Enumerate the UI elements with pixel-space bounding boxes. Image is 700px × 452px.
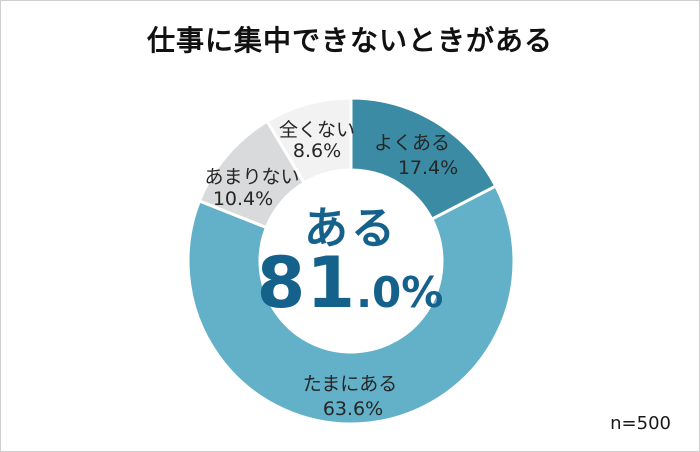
donut-center-value: 81.0%: [1, 248, 699, 318]
segment-value-never: 8.6%: [292, 140, 342, 162]
segment-label-sometimes: たまにある: [302, 373, 398, 395]
donut-center-label: ある: [304, 203, 398, 254]
chart-title: 仕事に集中できないときがある: [146, 24, 553, 57]
segment-value-often: 17.4%: [397, 157, 459, 179]
segment-label-rarely: あまりない: [204, 166, 300, 188]
segment-label-never: 全くない: [278, 119, 356, 141]
donut-center-value-big: 81: [256, 242, 357, 324]
segment-value-rarely: 10.4%: [212, 188, 274, 210]
segment-label-often: よくある: [373, 132, 451, 154]
donut-segment-4: [265, 96, 353, 185]
sample-size-note: n=500: [610, 413, 671, 434]
segment-value-sometimes: 63.6%: [322, 398, 384, 420]
donut-center-value-small: .0%: [356, 268, 444, 317]
donut-segment-2: [186, 184, 516, 426]
